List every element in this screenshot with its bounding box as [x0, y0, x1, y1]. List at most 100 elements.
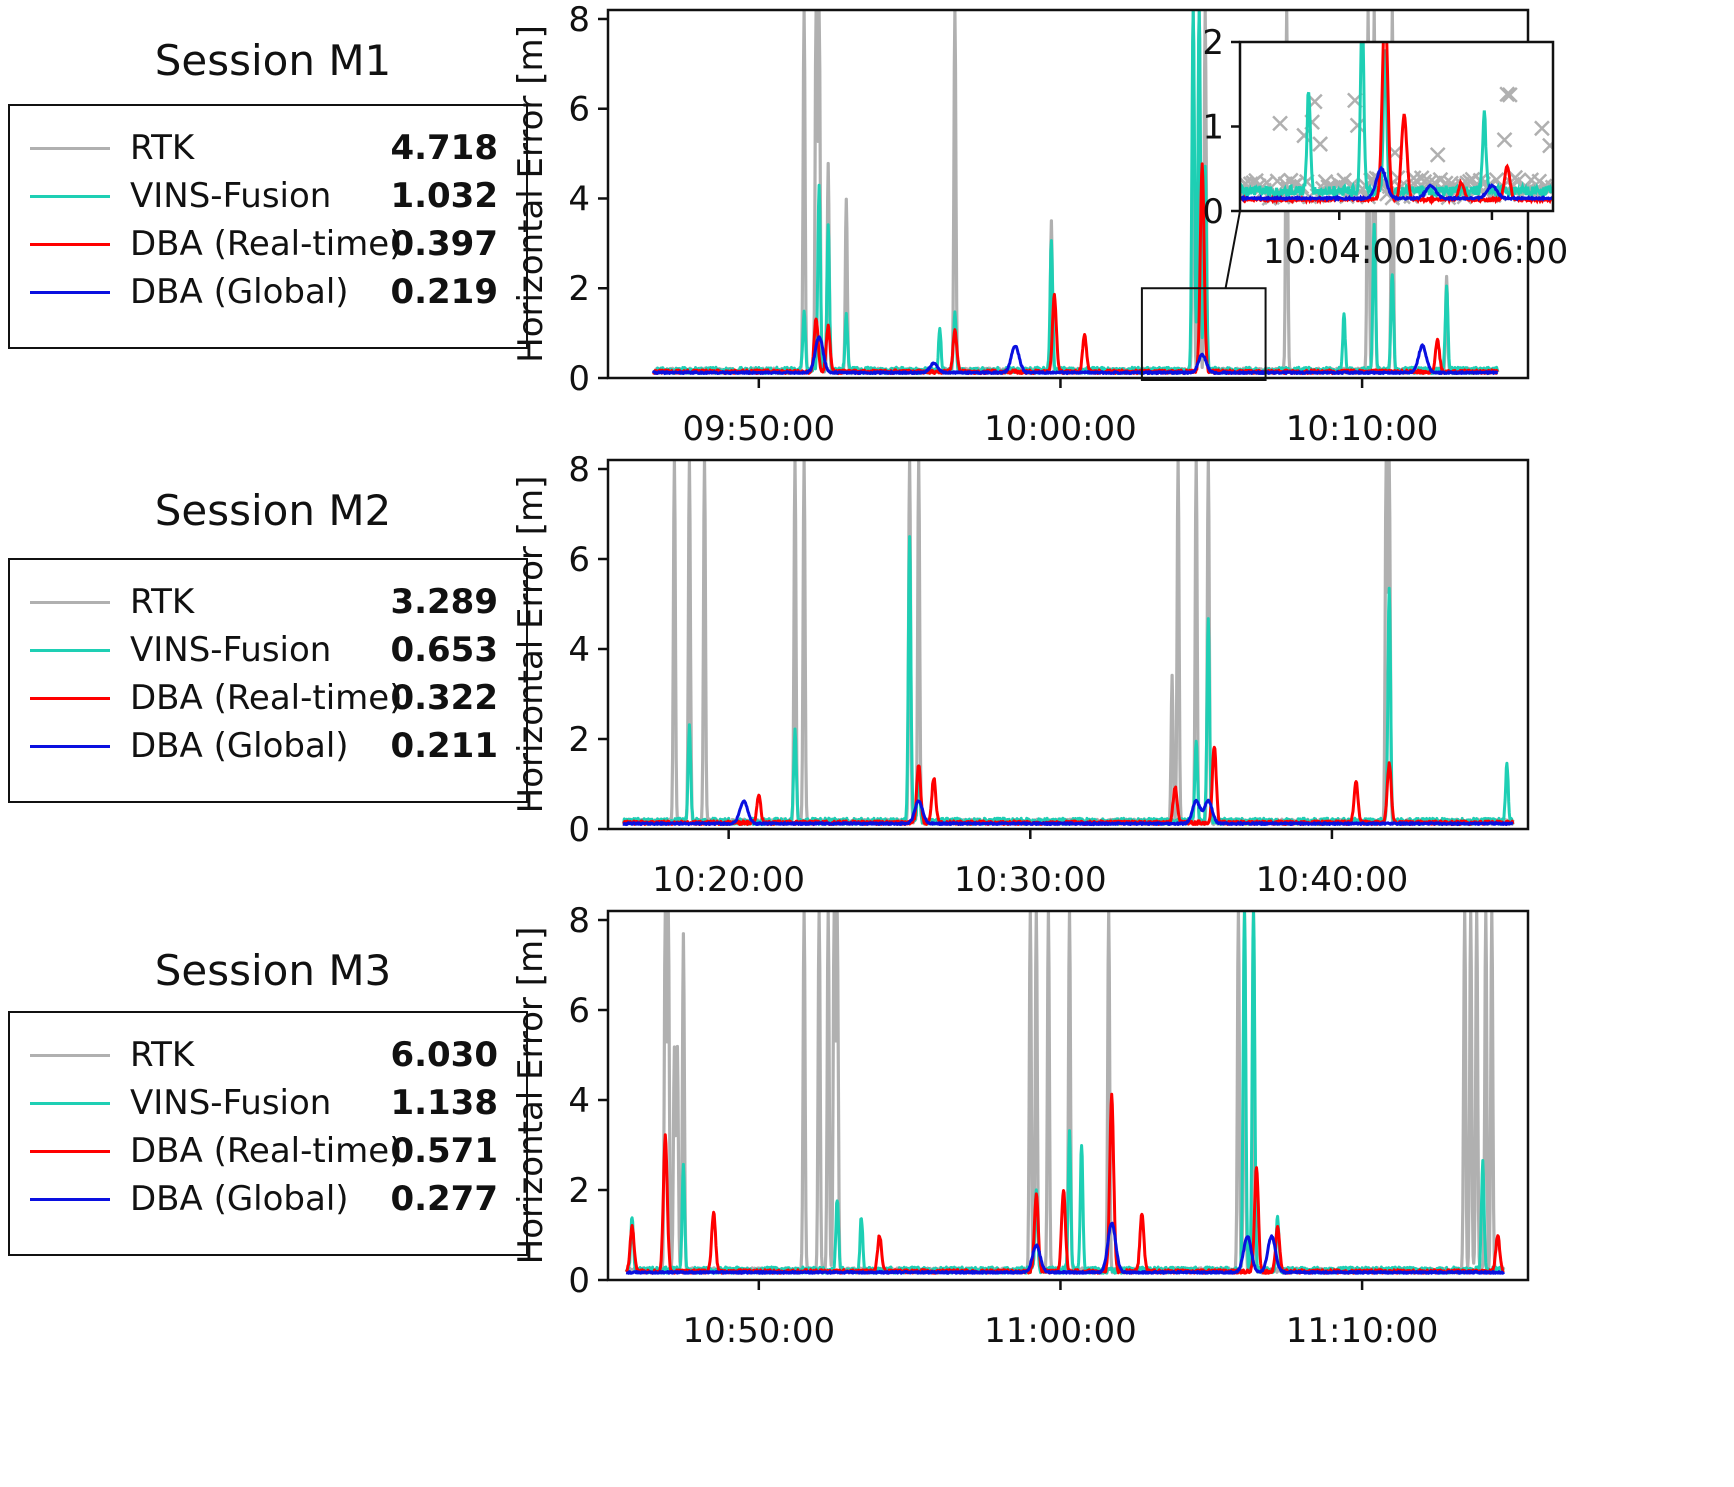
inset-group: 0 1 2 10:04:00 10:06:00 — [1140, 23, 1569, 381]
y-tick-label: 0 — [568, 810, 590, 850]
inset-series-vins — [1240, 42, 1553, 201]
legend-entry: DBA (Global) 0.277 — [30, 1179, 498, 1219]
legend-box: RTK 3.289 VINS-Fusion 0.653 DBA (Real-time) 0… — [8, 558, 528, 803]
legend-label: RTK — [130, 128, 195, 168]
legend-value: 0.277 — [390, 1179, 498, 1219]
plot-frame — [606, 458, 1530, 831]
legend-value: 0.211 — [390, 726, 498, 766]
y-tick-label: 4 — [568, 179, 590, 219]
legend-value: 0.397 — [390, 224, 498, 264]
legend-swatch — [30, 1150, 110, 1153]
rtk-marker — [1389, 170, 1406, 186]
rtk-marker — [1534, 120, 1550, 137]
rtk-marker — [1349, 117, 1366, 134]
legend-swatch — [30, 745, 110, 748]
legend-value: 1.032 — [390, 176, 498, 216]
legend-entry: VINS-Fusion 1.032 — [30, 176, 498, 216]
inset-y-tick-label: 1 — [1202, 108, 1224, 148]
series-line-dba — [625, 1092, 1505, 1275]
y-axis-label: Horizontal Error [m] — [511, 25, 551, 363]
series-line-glob — [651, 335, 1499, 375]
y-tick-label: 6 — [568, 991, 590, 1031]
legend-value: 0.219 — [390, 272, 498, 312]
legend-swatch — [30, 1102, 110, 1105]
y-tick-label: 4 — [568, 1081, 590, 1121]
inset-y-tick-label: 2 — [1202, 23, 1224, 63]
rtk-marker — [1312, 136, 1329, 152]
legend-box: RTK 4.718 VINS-Fusion 1.032 DBA (Real-time) 0… — [8, 104, 528, 349]
y-tick-label: 4 — [568, 630, 590, 670]
rtk-marker — [1296, 127, 1313, 144]
legend-value: 0.322 — [390, 678, 498, 718]
rtk-marker — [1272, 115, 1288, 132]
x-tick-label: 11:10:00 — [1286, 1311, 1439, 1351]
plot-panel: 0 2 4 6 8 10:20:00 10:30:00 10:40:00 Horizontal … — [511, 450, 1530, 900]
y-tick-label: 0 — [568, 359, 590, 399]
rtk-marker — [1429, 146, 1446, 163]
legend-value: 0.653 — [390, 630, 498, 670]
legend-swatch — [30, 1198, 110, 1201]
legend-label: DBA (Real-time) — [130, 678, 403, 718]
rtk-marker — [1501, 86, 1518, 103]
legend-swatch — [30, 243, 110, 246]
y-tick-label: 6 — [568, 90, 590, 130]
legend-swatch — [30, 601, 110, 604]
session-title: Session M3 — [154, 946, 392, 995]
legend-swatch — [30, 291, 110, 294]
legend-entry: DBA (Real-time) 0.322 — [30, 678, 498, 718]
series-line-glob — [625, 1221, 1506, 1275]
y-axis-label: Horizontal Error [m] — [511, 476, 551, 814]
inset-x-tick-label: 10:06:00 — [1416, 232, 1569, 272]
rtk-marker — [1499, 86, 1516, 103]
session-title: Session M2 — [154, 486, 392, 535]
legend-swatch — [30, 195, 110, 198]
session-title: Session M1 — [154, 36, 392, 85]
y-tick-label: 8 — [568, 0, 590, 40]
x-tick-label: 10:20:00 — [652, 860, 805, 900]
x-tick-label: 10:40:00 — [1256, 860, 1409, 900]
legend-label: RTK — [130, 1035, 195, 1075]
inset-y-tick-label: 0 — [1202, 192, 1224, 232]
legend-label: VINS-Fusion — [130, 630, 332, 670]
plot-panel: 0 2 4 6 8 09:50:00 10:00:00 10:10:00 Horizontal … — [511, 0, 1530, 449]
x-tick-label: 10:50:00 — [682, 1311, 835, 1351]
plot-frame — [606, 909, 1530, 1282]
series-line-glob — [622, 798, 1514, 826]
legend-entry: DBA (Global) 0.211 — [30, 726, 498, 766]
legend-value: 6.030 — [390, 1035, 498, 1075]
x-tick-label: 09:50:00 — [682, 409, 835, 449]
legend-label: DBA (Real-time) — [130, 224, 403, 264]
legend-entry: RTK 6.030 — [30, 1035, 498, 1075]
legend-label: DBA (Real-time) — [130, 1131, 403, 1171]
x-tick-label: 10:30:00 — [954, 860, 1107, 900]
zoom-box — [1140, 287, 1267, 381]
inset-series-glob — [1240, 165, 1553, 203]
series-line-dba — [622, 745, 1515, 826]
legend-label: DBA (Global) — [130, 1179, 349, 1219]
legend-box: RTK 6.030 VINS-Fusion 1.138 DBA (Real-time) 0… — [8, 1011, 528, 1256]
x-tick-label: 11:00:00 — [984, 1311, 1137, 1351]
legend-entry: VINS-Fusion 0.653 — [30, 630, 498, 670]
legend-swatch — [30, 1054, 110, 1057]
inset-x-tick-label: 10:04:00 — [1263, 232, 1416, 272]
plot-panel: 0 2 4 6 8 10:50:00 11:00:00 11:10:00 Horizontal … — [511, 901, 1530, 1351]
series-line-vins — [622, 535, 1515, 826]
legend-label: DBA (Global) — [130, 272, 349, 312]
y-axis-label: Horizontal Error [m] — [511, 927, 551, 1265]
legend-entry: DBA (Global) 0.219 — [30, 272, 498, 312]
y-tick-label: 6 — [568, 540, 590, 580]
rtk-marker — [1496, 131, 1513, 148]
legend-entry: DBA (Real-time) 0.397 — [30, 224, 498, 264]
legend-swatch — [30, 697, 110, 700]
legend-value: 0.571 — [390, 1131, 498, 1171]
legend-label: DBA (Global) — [130, 726, 349, 766]
y-tick-label: 0 — [568, 1261, 590, 1301]
legend-swatch — [30, 147, 110, 150]
x-tick-label: 10:00:00 — [984, 409, 1137, 449]
zoom-connector — [1224, 210, 1241, 289]
series-line-rtk — [621, 460, 1515, 827]
legend-value: 1.138 — [390, 1083, 498, 1123]
legend-entry: DBA (Real-time) 0.571 — [30, 1131, 498, 1171]
y-tick-label: 2 — [568, 269, 590, 309]
